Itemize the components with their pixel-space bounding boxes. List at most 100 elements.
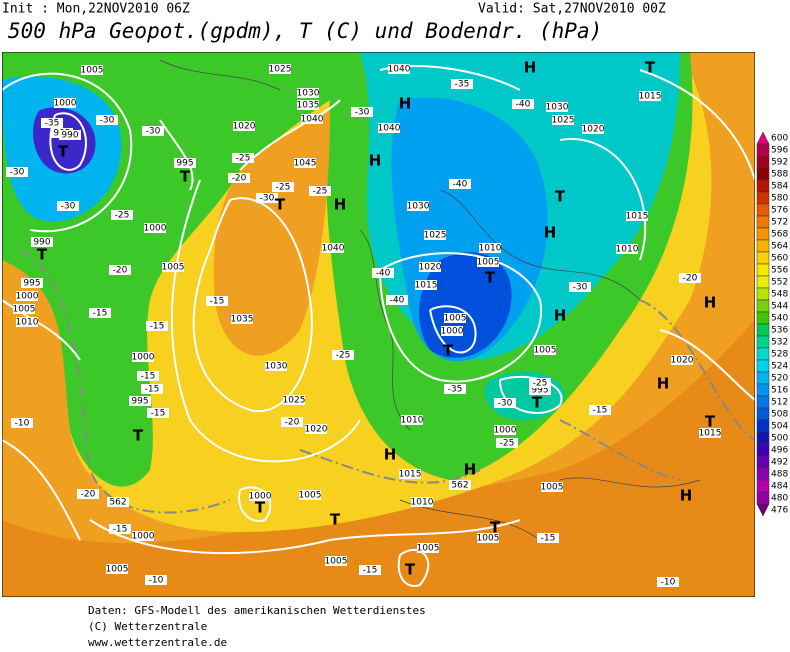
legend-label: 536 <box>771 326 788 336</box>
isoline-label: 1000 <box>441 327 464 337</box>
isoline-label: 1035 <box>297 101 320 111</box>
label-box <box>546 102 568 112</box>
legend-swatch <box>756 287 770 301</box>
legend-label: 568 <box>771 230 788 240</box>
isoline-label: 1000 <box>144 224 167 234</box>
label-box <box>132 531 154 541</box>
legend-label: 544 <box>771 302 788 312</box>
isoline-label: 1015 <box>415 281 438 291</box>
label-box <box>309 186 331 196</box>
label-box <box>424 230 446 240</box>
isoline-label: 1015 <box>399 470 422 480</box>
legend-swatch <box>756 383 770 397</box>
label-box <box>297 100 319 110</box>
isoline-label: -40 <box>376 269 391 279</box>
isoline-label: -15 <box>541 534 556 544</box>
label-box <box>141 384 163 394</box>
map <box>2 52 755 597</box>
isoline-label: -35 <box>448 385 463 395</box>
label-box <box>537 533 559 543</box>
label-box <box>378 123 400 133</box>
legend-swatch <box>756 491 770 505</box>
label-box <box>359 565 381 575</box>
isoline-label: -15 <box>93 309 108 319</box>
legend-label: 488 <box>771 470 788 480</box>
pressure-center: H <box>384 446 397 464</box>
isoline-label: -20 <box>81 490 96 500</box>
pressure-center: H <box>334 196 347 214</box>
isoline-label: 1025 <box>552 116 575 126</box>
legend-label: 576 <box>771 206 788 216</box>
isoline-label: 1005 <box>477 258 500 268</box>
legend-swatch <box>756 263 770 277</box>
isoline-label: -30 <box>573 283 588 293</box>
legend-label: 480 <box>771 494 788 504</box>
isoline-label: -25 <box>336 351 351 361</box>
label-box <box>419 262 441 272</box>
isoline-label: -15 <box>150 322 165 332</box>
isoline-label: -10 <box>15 419 30 429</box>
pressure-center: T <box>275 196 286 214</box>
isoline-label: -20 <box>113 266 128 276</box>
isoline-label: 1030 <box>546 103 569 113</box>
isoline-label: 1040 <box>322 244 345 254</box>
isoline-label: -15 <box>113 525 128 535</box>
isoline-label: 1015 <box>626 212 649 222</box>
isoline-label: 1045 <box>294 159 317 169</box>
label-box <box>11 418 33 428</box>
legend-label: 484 <box>771 482 788 492</box>
legend-swatch <box>756 179 770 193</box>
pressure-center: H <box>369 152 382 170</box>
isoline-label: 1020 <box>305 425 328 435</box>
legend-swatch <box>756 419 770 433</box>
legend-label: 564 <box>771 242 788 252</box>
legend-swatch <box>756 203 770 217</box>
label-box <box>657 577 679 587</box>
isoline-label: -40 <box>516 100 531 110</box>
label-box <box>582 124 604 134</box>
label-box <box>137 371 159 381</box>
isoline-label: 1000 <box>494 426 517 436</box>
label-box <box>417 543 439 553</box>
legend-swatch <box>756 443 770 457</box>
label-box <box>449 480 471 490</box>
isoline-label: -25 <box>500 439 515 449</box>
legend-swatch <box>756 431 770 445</box>
label-box <box>21 278 43 288</box>
label-box <box>147 408 169 418</box>
isoline-label: 1005 <box>325 557 348 567</box>
isoline-label: -20 <box>285 418 300 428</box>
label-box <box>301 114 323 124</box>
pressure-center: T <box>490 519 501 537</box>
legend-label: 476 <box>771 506 788 516</box>
isoline-label: -15 <box>151 409 166 419</box>
isoline-label: 1010 <box>401 416 424 426</box>
label-box <box>142 126 164 136</box>
label-box <box>294 158 316 168</box>
legend-label: 540 <box>771 314 788 324</box>
legend-swatch <box>756 299 770 313</box>
isoline-label: 995 <box>23 279 40 289</box>
isoline-label: -15 <box>593 406 608 416</box>
pressure-center: T <box>37 246 48 264</box>
pressure-center: H <box>524 59 537 77</box>
label-box <box>325 556 347 566</box>
isoline-label: 995 <box>176 159 193 169</box>
isoline-label: 1000 <box>132 532 155 542</box>
pressure-center: H <box>704 294 717 312</box>
label-box <box>386 295 408 305</box>
pressure-center: T <box>485 269 496 287</box>
isoline-label: 1040 <box>378 124 401 134</box>
isoline-label: 995 <box>131 397 148 407</box>
isoline-label: -10 <box>661 578 676 588</box>
isoline-label: -20 <box>232 174 247 184</box>
legend-swatch <box>756 395 770 409</box>
legend-swatch <box>756 407 770 421</box>
label-box <box>626 211 648 221</box>
isoline-label: 1010 <box>479 244 502 254</box>
isoline-label: 1005 <box>162 263 185 273</box>
label-box <box>31 237 53 247</box>
legend-cap <box>756 131 770 145</box>
pressure-center: T <box>555 188 566 206</box>
